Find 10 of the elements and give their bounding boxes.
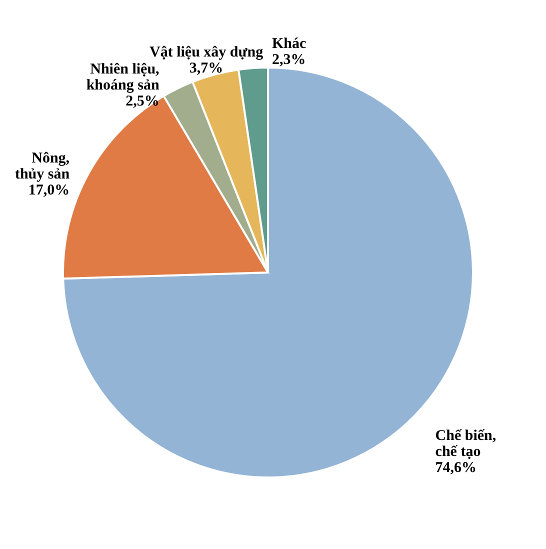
slice-label: Vật liệu xây dựng [150,44,264,61]
data-label: 17,0% [28,182,70,198]
data-label: 3,7% [189,60,224,77]
slice-label: Nông, thủy sản [14,150,70,182]
slice-label: Nhiên liệu, khoáng sản [86,62,160,94]
data-label: 74,6% [435,460,477,476]
slice-label: Chế biến, chế tạo [435,428,496,460]
slice-label: Khác [272,36,307,52]
data-label: 2,3% [272,52,306,68]
data-label: 2,5% [126,94,160,110]
